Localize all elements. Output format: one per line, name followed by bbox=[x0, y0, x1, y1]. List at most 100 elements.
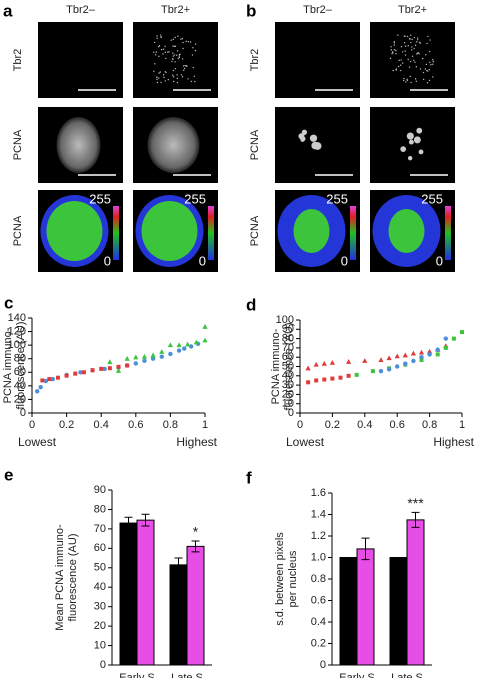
y-axis-label: PCNA immuno- bbox=[2, 327, 14, 403]
speckle bbox=[172, 38, 175, 41]
speckle bbox=[164, 80, 166, 82]
speckle bbox=[393, 42, 395, 44]
point bbox=[346, 373, 351, 378]
speckle bbox=[404, 54, 407, 56]
point bbox=[142, 358, 147, 363]
x-tick-label: 0 bbox=[29, 419, 35, 431]
x-tick-label: 0.6 bbox=[390, 419, 405, 431]
speckle bbox=[409, 60, 412, 63]
y-tick-label: 1.6 bbox=[311, 487, 326, 499]
speckle bbox=[391, 52, 393, 55]
y-tick-label: 10 bbox=[94, 639, 106, 651]
speckle bbox=[422, 57, 424, 60]
speckle bbox=[430, 64, 432, 66]
speckle bbox=[164, 45, 166, 48]
speckle bbox=[172, 80, 175, 83]
scale-max: 255 bbox=[421, 191, 443, 206]
speckle bbox=[160, 36, 162, 38]
scale-max: 255 bbox=[184, 191, 206, 206]
panel-label: a bbox=[3, 1, 13, 20]
speckle bbox=[404, 45, 407, 47]
speckle bbox=[157, 46, 160, 48]
speckle bbox=[160, 81, 162, 84]
point bbox=[159, 349, 165, 354]
speckle bbox=[406, 79, 409, 82]
speckle bbox=[414, 61, 416, 63]
point bbox=[34, 389, 40, 394]
point bbox=[141, 353, 148, 359]
speckle bbox=[418, 53, 420, 55]
y-tick-label: 20 bbox=[94, 620, 106, 632]
point bbox=[43, 378, 49, 384]
speckle bbox=[162, 74, 165, 76]
y-tick-label: 1.2 bbox=[311, 530, 326, 542]
point bbox=[90, 368, 95, 373]
micrograph bbox=[38, 22, 123, 98]
y-tick-label: 0.2 bbox=[311, 637, 326, 649]
speckle bbox=[190, 80, 192, 83]
speckle bbox=[185, 65, 188, 67]
speckle bbox=[181, 58, 184, 60]
row-label: PCNA bbox=[12, 129, 24, 160]
speckle bbox=[178, 56, 181, 59]
error-bar bbox=[124, 516, 133, 530]
speckle bbox=[417, 39, 419, 41]
point bbox=[40, 378, 45, 383]
error-bar bbox=[411, 511, 420, 528]
spot bbox=[301, 136, 306, 142]
speckle bbox=[416, 41, 418, 43]
point bbox=[168, 351, 173, 357]
speckle bbox=[194, 43, 197, 45]
speckle bbox=[424, 68, 426, 70]
speckle bbox=[194, 80, 196, 83]
speckle bbox=[411, 38, 413, 41]
point bbox=[125, 363, 130, 368]
speckle bbox=[409, 38, 411, 40]
speckle bbox=[158, 55, 160, 58]
speckle bbox=[184, 64, 186, 67]
point bbox=[451, 336, 456, 341]
speckle bbox=[192, 46, 194, 49]
speckle bbox=[154, 54, 157, 56]
speckle bbox=[397, 65, 400, 68]
point bbox=[338, 375, 343, 380]
scale-max: 255 bbox=[326, 191, 348, 206]
speckle bbox=[174, 45, 177, 47]
y-tick-label: 50 bbox=[94, 562, 106, 574]
speckle bbox=[160, 34, 162, 36]
bar bbox=[119, 522, 138, 666]
color-scale bbox=[445, 206, 451, 260]
speckle bbox=[427, 70, 429, 72]
y-axis-label: per nucleus bbox=[287, 550, 299, 607]
speckle bbox=[400, 45, 403, 48]
speckle bbox=[168, 51, 170, 53]
nucleus-heat-core bbox=[388, 209, 425, 253]
point bbox=[133, 354, 139, 360]
point bbox=[418, 349, 425, 355]
point bbox=[99, 366, 104, 371]
speckle bbox=[179, 53, 181, 55]
bar bbox=[186, 545, 205, 666]
y-tick-label: 0 bbox=[320, 659, 326, 671]
y-tick-label: 100 bbox=[8, 339, 26, 351]
point bbox=[116, 364, 121, 369]
speckle bbox=[174, 61, 176, 63]
speckle bbox=[194, 49, 197, 52]
speckle bbox=[426, 82, 429, 84]
speckle bbox=[393, 41, 396, 43]
x-tick-label: Early S bbox=[119, 672, 154, 678]
speckle bbox=[416, 37, 419, 39]
x-end-label: Lowest bbox=[286, 435, 325, 449]
point bbox=[202, 337, 208, 343]
speckle bbox=[187, 40, 189, 43]
speckle bbox=[402, 79, 405, 82]
speckle bbox=[392, 69, 394, 72]
speckle bbox=[407, 58, 409, 61]
y-tick-label: 100 bbox=[276, 314, 294, 326]
error-bar bbox=[361, 537, 370, 561]
speckle bbox=[413, 47, 415, 50]
speckle bbox=[180, 74, 183, 76]
speckle bbox=[172, 55, 175, 57]
point bbox=[107, 366, 112, 371]
speckle bbox=[406, 35, 409, 38]
